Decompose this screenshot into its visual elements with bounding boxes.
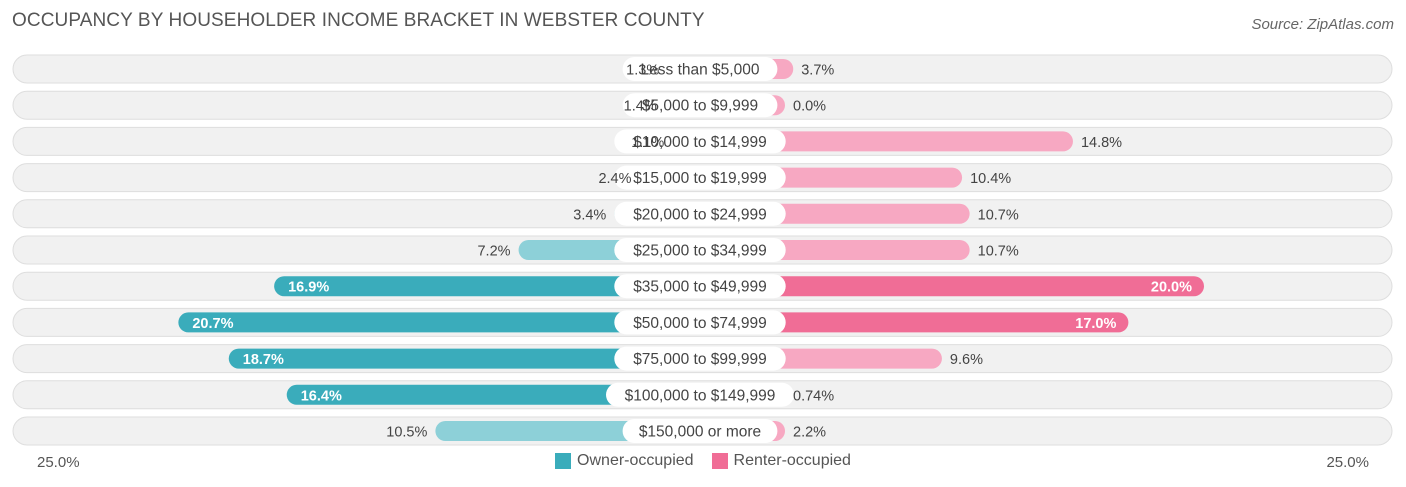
renter-bar [700,131,1073,152]
legend-label-owner: Owner-occupied [577,452,694,469]
category-pill [614,274,786,299]
legend-swatch-owner [555,453,572,469]
owner-bar [228,348,700,369]
owner-value-label: 18.7% [243,352,284,368]
renter-value-label: 0.74% [793,388,834,404]
legend-swatch-renter [711,453,728,469]
owner-value-label: 3.4% [573,207,606,223]
renter-value-label: 10.7% [978,207,1019,223]
owner-value-label: 2.4% [598,171,631,187]
axis-left-label: 25.0% [37,454,80,471]
category-label: $35,000 to $49,999 [633,279,767,296]
owner-value-label: 20.7% [192,316,233,332]
category-pill [614,129,786,154]
renter-value-label: 9.6% [950,352,983,368]
category-label: $100,000 to $149,999 [625,387,776,404]
renter-value-label: 14.8% [1081,135,1122,151]
category-pill [614,238,786,262]
owner-value-label: 7.2% [477,244,510,260]
owner-value-label: 1.1% [631,135,664,151]
category-pill [614,165,786,190]
renter-bar [700,276,1204,297]
owner-bar [286,384,700,405]
category-label: $50,000 to $74,999 [633,315,767,332]
category-pill [614,201,786,226]
category-pill [622,93,778,118]
category-label: $5,000 to $9,999 [642,98,758,115]
category-pill [606,382,794,407]
legend-item-renter: Renter-occupied [711,452,851,470]
category-label: $10,000 to $14,999 [633,134,767,151]
category-label: $15,000 to $19,999 [633,170,767,187]
legend: Owner-occupied Renter-occupied [0,452,1406,470]
renter-value-label: 10.4% [970,171,1011,187]
owner-bar [274,276,700,297]
category-pill [622,57,778,81]
category-pill [622,419,778,443]
axis-right-label: 25.0% [1326,454,1369,471]
legend-item-owner: Owner-occupied [555,452,694,470]
renter-value-label: 0.0% [793,99,826,115]
category-label: Less than $5,000 [641,62,760,79]
renter-bar [700,312,1129,333]
chart-source: Source: ZipAtlas.com [1251,16,1394,33]
category-pill [614,346,786,371]
category-label: $25,000 to $34,999 [633,243,767,260]
owner-bar [178,312,701,333]
category-label: $150,000 or more [639,424,761,441]
owner-value-label: 1.3% [626,63,659,79]
owner-value-label: 1.4% [624,99,657,115]
renter-value-label: 10.7% [978,244,1019,260]
chart-title: OCCUPANCY BY HOUSEHOLDER INCOME BRACKET … [12,10,705,31]
owner-value-label: 16.4% [301,388,342,404]
owner-value-label: 10.5% [386,425,427,441]
renter-value-label: 2.2% [793,425,826,441]
renter-value-label: 3.7% [801,63,834,79]
category-pill [614,310,786,335]
category-label: $20,000 to $24,999 [633,206,767,223]
legend-label-renter: Renter-occupied [733,452,851,469]
owner-value-label: 16.9% [288,280,329,296]
renter-value-label: 20.0% [1151,280,1192,296]
renter-value-label: 17.0% [1075,316,1116,332]
category-label: $75,000 to $99,999 [633,351,767,368]
